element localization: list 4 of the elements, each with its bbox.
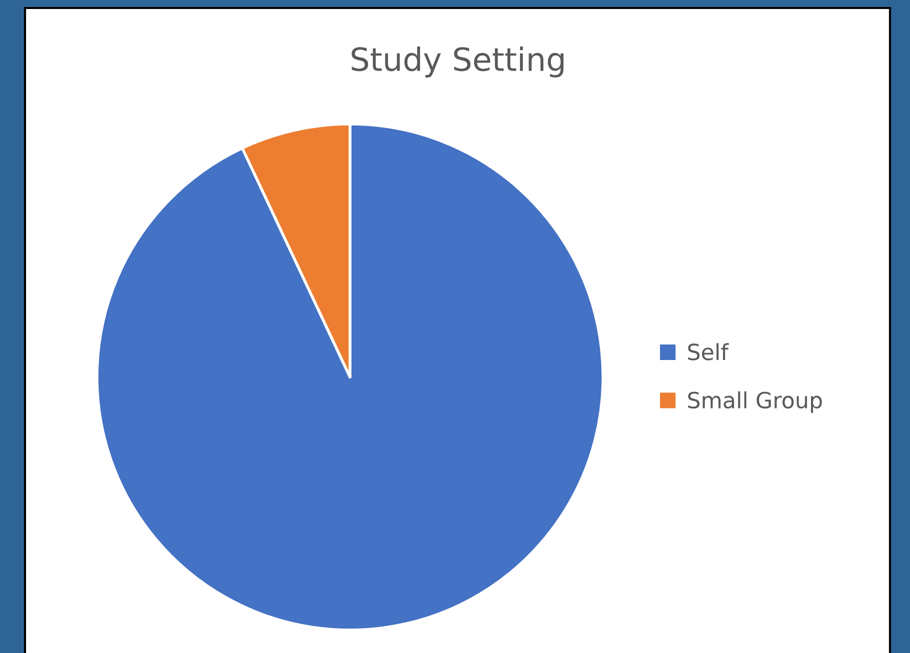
legend-label: Self: [688, 343, 729, 360]
pie-slice: [96, 122, 604, 632]
chart-title: Study Setting: [352, 46, 564, 78]
legend-label: Small Group: [688, 391, 822, 413]
